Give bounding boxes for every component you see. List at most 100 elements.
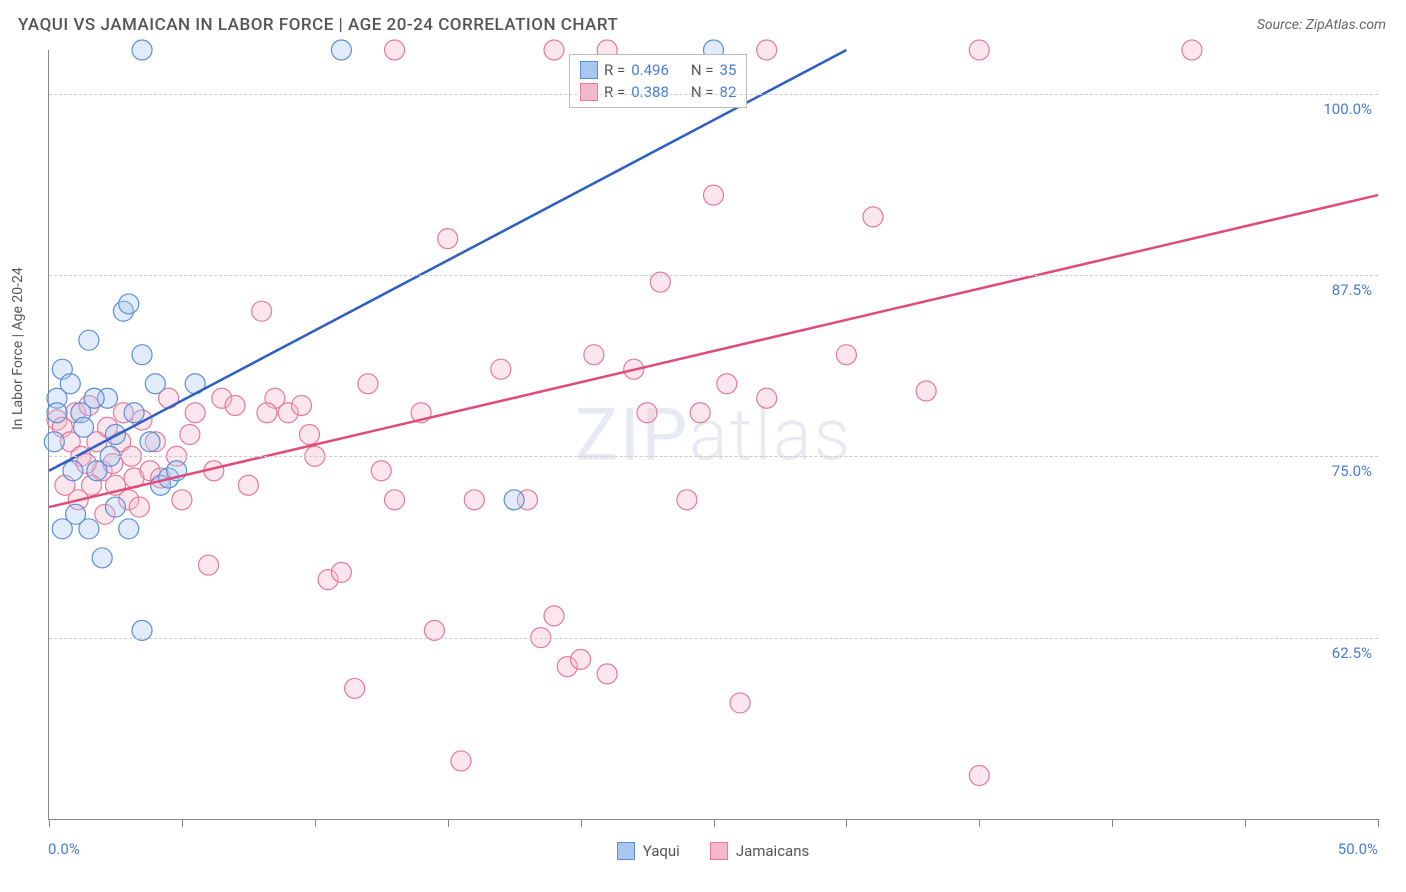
x-tick <box>846 819 847 827</box>
data-point <box>863 207 883 227</box>
data-point <box>571 649 591 669</box>
swatch-jamaicans <box>710 842 728 860</box>
legend-row-jamaicans: R = 0.388 N = 82 <box>580 81 736 103</box>
data-point <box>105 497 125 517</box>
data-point <box>358 374 378 394</box>
data-point <box>92 548 112 568</box>
data-point <box>371 461 391 481</box>
trend-line <box>49 195 1378 507</box>
data-point <box>690 403 710 423</box>
chart-title: YAQUI VS JAMAICAN IN LABOR FORCE | AGE 2… <box>18 15 618 35</box>
gridline <box>49 275 1378 276</box>
n-value-yaqui: 35 <box>720 61 737 79</box>
data-point <box>717 374 737 394</box>
data-point <box>119 294 139 314</box>
n-label: N = <box>691 83 714 101</box>
data-point <box>52 519 72 539</box>
swatch-jamaicans <box>580 83 598 101</box>
chart-header: YAQUI VS JAMAICAN IN LABOR FORCE | AGE 2… <box>0 0 1406 40</box>
data-point <box>345 678 365 698</box>
legend-item-yaqui: Yaqui <box>617 842 680 860</box>
data-point <box>544 40 564 60</box>
data-point <box>730 693 750 713</box>
data-point <box>132 345 152 365</box>
data-point <box>438 229 458 249</box>
data-point <box>79 330 99 350</box>
data-point <box>119 519 139 539</box>
data-point <box>180 425 200 445</box>
x-tick <box>49 819 50 827</box>
data-point <box>79 519 99 539</box>
y-tick-label: 100.0% <box>1323 100 1372 118</box>
legend-item-jamaicans: Jamaicans <box>710 842 809 860</box>
data-point <box>257 403 277 423</box>
x-tick <box>581 819 582 827</box>
plot-area: ZIPatlas R = 0.496 N = 35 R = 0.388 N = … <box>48 50 1378 820</box>
data-point <box>836 345 856 365</box>
data-point <box>504 490 524 510</box>
x-tick <box>448 819 449 827</box>
data-point <box>969 765 989 785</box>
data-point <box>331 40 351 60</box>
data-point <box>451 751 471 771</box>
data-point <box>385 490 405 510</box>
data-point <box>299 425 319 445</box>
data-point <box>757 40 777 60</box>
data-point <box>969 40 989 60</box>
r-value-yaqui: 0.496 <box>631 61 669 79</box>
data-point <box>385 40 405 60</box>
r-label: R = <box>604 83 625 101</box>
swatch-yaqui <box>617 842 635 860</box>
data-point <box>172 490 192 510</box>
legend-row-yaqui: R = 0.496 N = 35 <box>580 59 736 81</box>
chart-source: Source: ZipAtlas.com <box>1257 17 1386 33</box>
data-point <box>584 345 604 365</box>
data-point <box>185 403 205 423</box>
data-point <box>124 403 144 423</box>
data-point <box>44 432 64 452</box>
data-point <box>252 301 272 321</box>
r-label: R = <box>604 61 625 79</box>
x-tick <box>1112 819 1113 827</box>
gridline <box>49 638 1378 639</box>
x-tick <box>1245 819 1246 827</box>
data-point <box>84 388 104 408</box>
legend-correlation: R = 0.496 N = 35 R = 0.388 N = 82 <box>569 54 747 108</box>
data-point <box>916 381 936 401</box>
data-point <box>704 185 724 205</box>
x-tick <box>714 819 715 827</box>
data-point <box>1182 40 1202 60</box>
data-point <box>63 461 83 481</box>
data-point <box>544 606 564 626</box>
data-point <box>677 490 697 510</box>
y-tick-label: 87.5% <box>1332 281 1372 299</box>
data-point <box>74 417 94 437</box>
correlation-chart: YAQUI VS JAMAICAN IN LABOR FORCE | AGE 2… <box>0 0 1406 892</box>
gridline <box>49 456 1378 457</box>
y-tick-label: 62.5% <box>1332 644 1372 662</box>
data-point <box>597 664 617 684</box>
n-value-jamaicans: 82 <box>720 83 737 101</box>
legend-series: Yaqui Jamaicans <box>48 842 1378 860</box>
data-point <box>464 490 484 510</box>
data-point <box>145 374 165 394</box>
data-point <box>132 40 152 60</box>
data-point <box>637 403 657 423</box>
y-tick-label: 75.0% <box>1332 462 1372 480</box>
data-point <box>47 403 67 423</box>
data-point <box>198 555 218 575</box>
swatch-yaqui <box>580 61 598 79</box>
scatter-svg <box>49 50 1378 819</box>
x-tick <box>979 819 980 827</box>
data-point <box>238 475 258 495</box>
x-tick <box>1378 819 1379 827</box>
trend-line <box>49 50 846 471</box>
n-label: N = <box>691 61 714 79</box>
data-point <box>491 359 511 379</box>
data-point <box>757 388 777 408</box>
data-point <box>129 497 149 517</box>
x-tick <box>182 819 183 827</box>
y-axis-title: In Labor Force | Age 20-24 <box>10 267 26 430</box>
data-point <box>331 562 351 582</box>
gridline <box>49 94 1378 95</box>
